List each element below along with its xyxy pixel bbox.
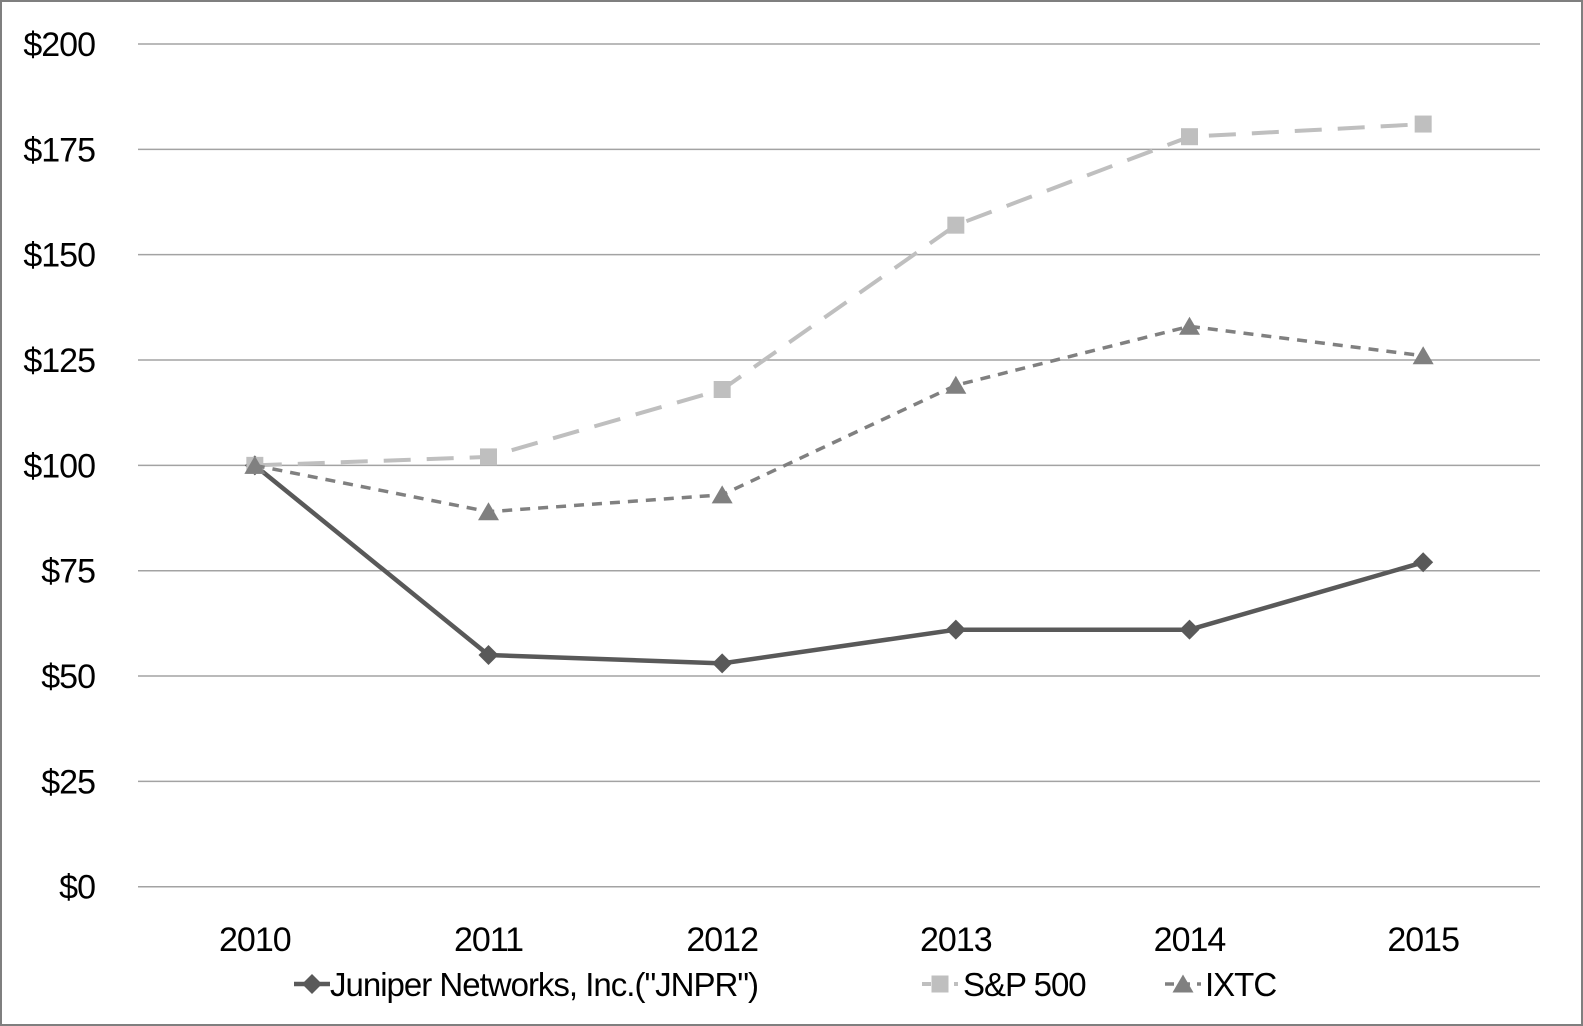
legend-marker [1172,974,1194,993]
data-point-marker [947,216,965,234]
data-point-marker [1181,128,1198,146]
series-line-sp500 [254,122,1424,468]
data-point-marker [945,375,967,394]
y-axis-tick-label: $200 [23,26,95,64]
x-axis-tick-label: 2011 [454,921,523,959]
legend-label: S&P 500 [963,966,1086,1003]
data-point-marker [945,619,966,640]
y-axis-tick-label: $25 [41,763,95,801]
series-line-jnpr [253,463,1424,666]
series-line-ixtc [254,324,1424,514]
legend-marker [302,974,322,994]
x-axis-tick-label: 2015 [1387,921,1459,959]
y-axis-tick-label: $150 [23,237,95,275]
y-axis-tick-label: $0 [59,869,95,907]
y-axis-tick-label: $125 [23,342,95,380]
legend-label: Juniper Networks, Inc.("JNPR") [330,966,758,1003]
y-axis-tick-label: $175 [23,131,95,169]
data-point-marker [1179,619,1200,640]
data-point-marker [478,502,499,521]
data-point-marker [1179,316,1200,335]
data-point-marker [244,455,266,474]
y-axis-tick-label: $75 [41,553,95,591]
legend-marker [931,975,949,993]
x-axis-tick-label: 2010 [219,921,291,959]
data-point-marker [713,381,731,399]
x-axis-tick-label: 2014 [1154,921,1226,959]
data-point-marker [712,653,733,674]
data-point-marker [1413,552,1434,573]
data-point-marker [1414,115,1432,133]
y-axis-tick-label: $50 [41,658,95,696]
data-point-marker [711,485,733,504]
legend-label: IXTC [1205,966,1276,1003]
x-axis-tick-label: 2012 [686,921,758,959]
data-point-marker [1412,346,1434,365]
data-point-marker [478,644,499,665]
data-point-marker [480,448,497,466]
y-axis-tick-label: $100 [23,447,95,485]
x-axis-tick-label: 2013 [920,921,992,959]
